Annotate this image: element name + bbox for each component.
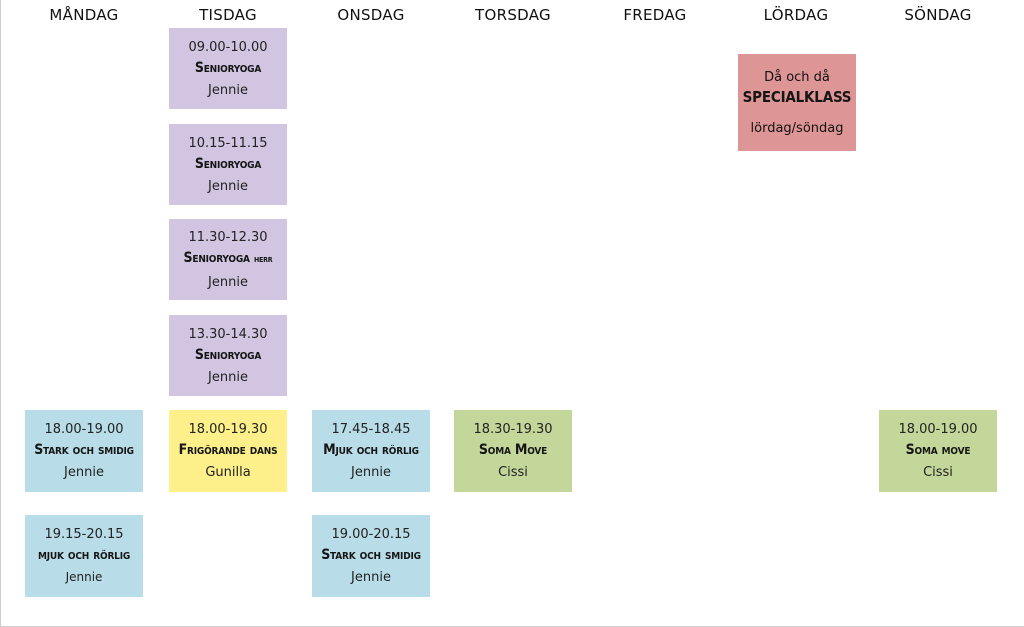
class-card-tuesday-2[interactable]: 10.15-11.15 Senioryoga Jennie: [169, 124, 287, 205]
class-time: 10.15-11.15: [188, 135, 268, 151]
class-instructor: Jennie: [208, 369, 248, 385]
class-instructor: Jennie: [208, 274, 248, 290]
class-card-thursday-1[interactable]: 18.30-19.30 Soma Move Cissi: [454, 410, 572, 492]
day-header-saturday: LÖRDAG: [763, 6, 829, 24]
class-time: 19.00-20.15: [331, 527, 411, 542]
day-header-monday: MÅNDAG: [49, 6, 119, 24]
class-card-monday-2[interactable]: 19.15-20.15 mjuk och rörlig Jennie: [25, 515, 143, 597]
class-card-monday-1[interactable]: 18.00-19.00 Stark och smidig Jennie: [25, 410, 143, 492]
left-border: [0, 0, 1, 627]
class-time: 18.00-19.00: [898, 422, 978, 437]
class-title: Soma Move: [478, 442, 548, 458]
class-instructor: Jennie: [65, 570, 103, 584]
class-instructor: Cissi: [923, 465, 953, 480]
class-time: 17.45-18.45: [331, 422, 411, 437]
day-header-tuesday: TISDAG: [199, 6, 257, 24]
day-header-wednesday: ONSDAG: [337, 6, 405, 24]
class-title: Senioryoga: [194, 59, 262, 76]
class-title: Senioryoga herr: [184, 248, 273, 270]
class-title-suffix: herr: [253, 253, 273, 265]
class-title: Stark och smidig: [321, 547, 421, 563]
class-time: 11.30-12.30: [188, 229, 268, 245]
day-header-friday: FREDAG: [623, 6, 687, 24]
special-class-frequency: Då och då: [764, 70, 830, 85]
special-class-days: lördag/söndag: [750, 121, 844, 136]
class-card-tuesday-4[interactable]: 13.30-14.30 Senioryoga Jennie: [169, 315, 287, 396]
class-title: Mjuk och rörlig: [323, 442, 419, 458]
class-instructor: Jennie: [351, 570, 391, 585]
class-title-main: Senioryoga: [183, 249, 250, 266]
class-instructor: Cissi: [498, 465, 528, 480]
class-title: Soma move: [905, 442, 971, 458]
class-title: Senioryoga: [194, 155, 262, 172]
class-card-tuesday-1[interactable]: 09.00-10.00 Senioryoga Jennie: [169, 28, 287, 109]
class-title: Frigörande dans: [178, 442, 278, 458]
class-time: 18.30-19.30: [473, 422, 553, 437]
class-time: 18.00-19.00: [44, 422, 124, 437]
class-card-wednesday-2[interactable]: 19.00-20.15 Stark och smidig Jennie: [312, 515, 430, 597]
class-time: 19.15-20.15: [44, 527, 124, 542]
class-time: 18.00-19.30: [188, 422, 268, 437]
day-header-thursday: TORSDAG: [475, 6, 551, 24]
class-title: Senioryoga: [194, 346, 262, 363]
special-class-title: SPECIALKLASS: [742, 88, 852, 106]
class-card-wednesday-1[interactable]: 17.45-18.45 Mjuk och rörlig Jennie: [312, 410, 430, 492]
class-card-tuesday-5[interactable]: 18.00-19.30 Frigörande dans Gunilla: [169, 410, 287, 492]
class-title: mjuk och rörlig: [37, 547, 131, 563]
class-instructor: Jennie: [351, 465, 391, 480]
class-time: 13.30-14.30: [188, 326, 268, 342]
class-title: Stark och smidig: [34, 442, 134, 458]
class-instructor: Jennie: [208, 178, 248, 194]
day-header-sunday: SÖNDAG: [904, 6, 972, 24]
class-instructor: Gunilla: [205, 465, 251, 480]
special-class-card[interactable]: Då och då SPECIALKLASS lördag/söndag: [738, 54, 856, 151]
class-time: 09.00-10.00: [188, 39, 268, 55]
class-card-tuesday-3[interactable]: 11.30-12.30 Senioryoga herr Jennie: [169, 219, 287, 300]
class-card-sunday-1[interactable]: 18.00-19.00 Soma move Cissi: [879, 410, 997, 492]
class-instructor: Jennie: [64, 465, 104, 480]
class-instructor: Jennie: [208, 82, 248, 98]
